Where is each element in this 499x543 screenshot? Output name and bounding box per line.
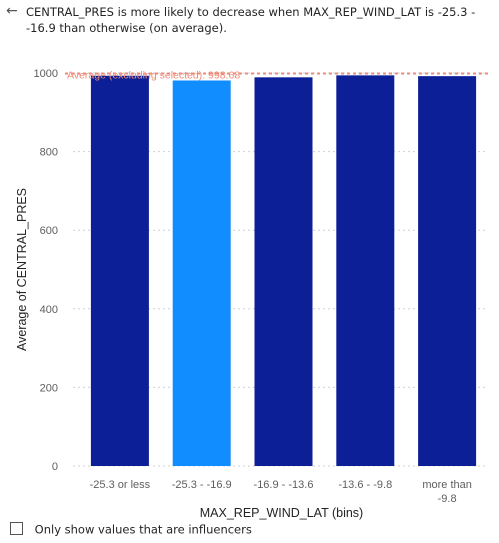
x-tick-label-3: -13.6 - -9.8 (338, 479, 392, 491)
bar-4[interactable] (418, 76, 477, 467)
bar-0[interactable] (90, 75, 149, 466)
x-axis-title: MAX_REP_WIND_LAT (bins) (200, 506, 363, 520)
y-tick-label-600: 600 (40, 225, 58, 237)
bar-3[interactable] (336, 75, 395, 466)
average-reference-label: Average (excluding selected): 998.68 (67, 70, 240, 82)
y-axis-title: Average of CENTRAL_PRES (15, 188, 29, 351)
influencers-checkbox[interactable] (10, 522, 23, 535)
y-tick-label-400: 400 (40, 304, 58, 316)
back-arrow-icon[interactable]: ← (6, 3, 18, 19)
header: ← CENTRAL_PRES is more likely to decreas… (0, 0, 499, 40)
x-tick-label-2: -16.9 - -13.6 (254, 479, 314, 491)
y-tick-label-1000: 1000 (34, 68, 58, 80)
influencers-checkbox-label: Only show values that are influencers (34, 522, 252, 537)
y-tick-label-200: 200 (40, 382, 58, 394)
bar-chart: 0 200 400 600 800 1000 -25.3 or less -25.3 - -1… (15, 68, 488, 520)
influencer-headline: CENTRAL_PRES is more likely to decrease … (26, 5, 476, 35)
bar-2[interactable] (254, 77, 313, 466)
y-tick-label-800: 800 (40, 147, 58, 159)
x-tick-label-4-1: -9.8 (438, 493, 457, 505)
x-tick-label-0: -25.3 or less (90, 479, 151, 491)
y-tick-label-0: 0 (52, 461, 58, 473)
x-tick-label-4: more than (422, 479, 472, 491)
x-tick-label-1: -25.3 - -16.9 (172, 479, 232, 491)
influencers-filter[interactable]: Only show values that are influencers (10, 522, 252, 538)
bar-1[interactable] (172, 80, 231, 467)
